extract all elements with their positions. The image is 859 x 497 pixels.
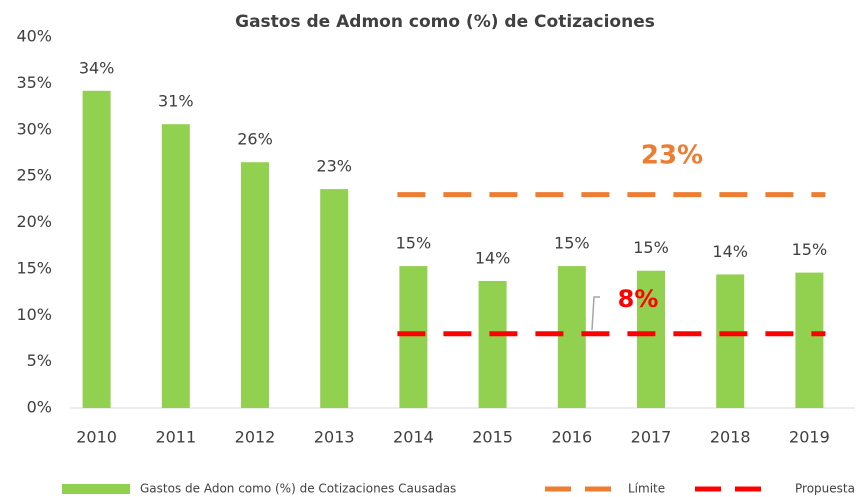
legend-swatch [62, 484, 130, 494]
value-label: 14% [712, 242, 748, 261]
y-tick-label: 0% [27, 398, 52, 417]
annotation: 23% [641, 141, 703, 171]
x-tick-label: 2018 [710, 428, 751, 447]
value-label: 34% [79, 58, 115, 77]
value-label: 14% [475, 248, 511, 267]
value-label: 15% [633, 238, 669, 257]
bar [82, 90, 111, 409]
value-label: 23% [316, 157, 352, 176]
value-label: 26% [237, 130, 273, 149]
y-tick-label: 15% [16, 258, 52, 277]
x-tick-label: 2015 [472, 428, 513, 447]
value-label: 31% [158, 92, 194, 111]
value-label: 15% [554, 234, 590, 253]
x-tick-label: 2016 [551, 428, 592, 447]
y-tick-label: 35% [16, 73, 52, 92]
x-tick-label: 2014 [393, 428, 434, 447]
y-tick-label: 10% [16, 305, 52, 324]
y-tick-label: 40% [16, 27, 52, 46]
y-tick-label: 5% [27, 351, 52, 370]
bar [637, 270, 665, 408]
y-tick-label: 30% [16, 119, 52, 138]
y-tick-label: 25% [16, 166, 52, 185]
x-tick-label: 2011 [155, 428, 196, 447]
annotation: 8% [618, 285, 659, 313]
x-tick-label: 2013 [314, 428, 355, 447]
x-tick-label: 2017 [631, 428, 672, 447]
x-tick-label: 2010 [76, 428, 117, 447]
bar [320, 189, 349, 408]
bar [716, 274, 745, 408]
y-tick-label: 20% [16, 212, 52, 231]
bar [478, 280, 507, 408]
legend-label: Propuesta [795, 482, 855, 496]
bar [795, 272, 824, 408]
bar [161, 124, 190, 408]
legend-label: Gastos de Adon como (%) de Cotizaciones … [140, 482, 456, 496]
legend-label: Límite [628, 482, 665, 496]
bar [557, 266, 586, 408]
bar [399, 266, 428, 408]
x-tick-label: 2019 [789, 428, 830, 447]
value-label: 15% [792, 240, 828, 259]
x-tick-label: 2012 [235, 428, 276, 447]
bar [241, 162, 269, 408]
chart-title: Gastos de Admon como (%) de Cotizaciones [235, 12, 655, 32]
annotation-connector [591, 296, 600, 331]
value-label: 15% [396, 234, 432, 253]
